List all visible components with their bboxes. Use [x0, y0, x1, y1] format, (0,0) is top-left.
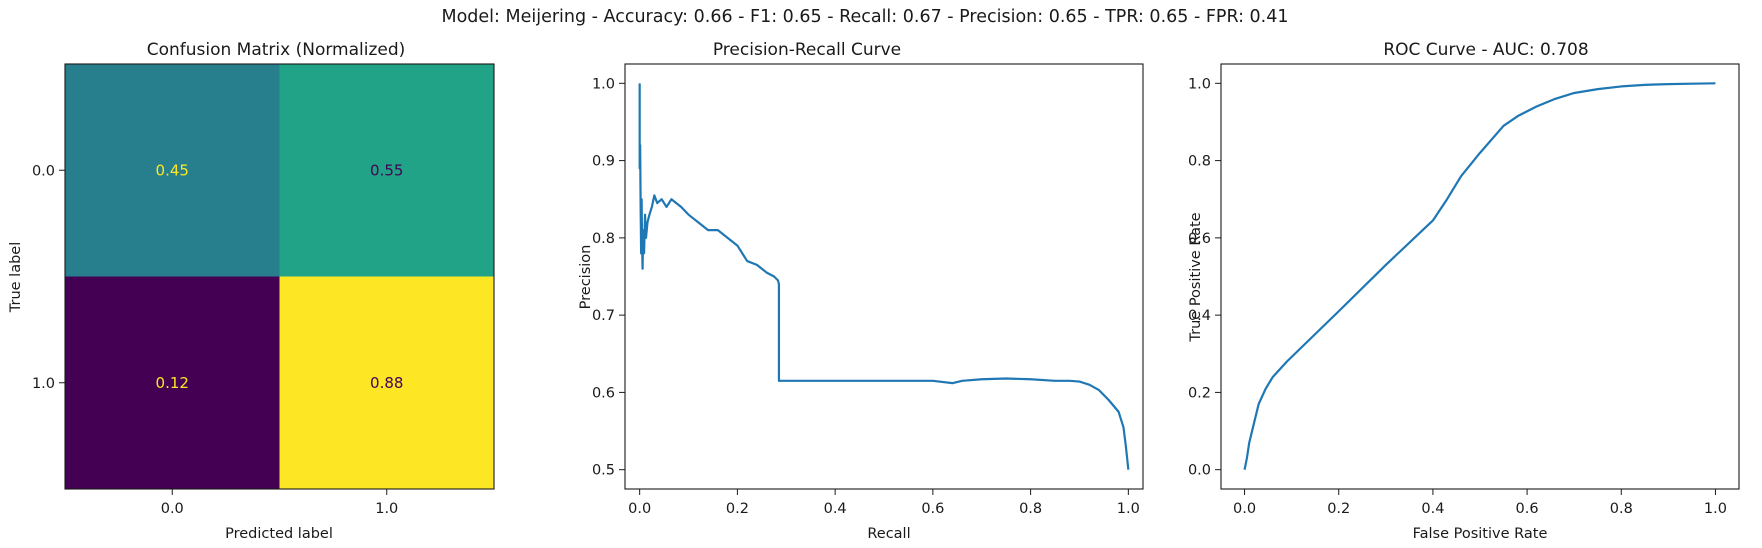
roc-xtick-label-4: 0.8 [1610, 501, 1633, 517]
figure-suptitle: Model: Meijering - Accuracy: 0.66 - F1: … [441, 7, 1288, 27]
precision-recall-panel: Precision-Recall Curve 0.0 0.2 0.4 0.6 0.8 1.… [578, 40, 1144, 542]
cm-cell-label-1-0: 0.12 [156, 374, 189, 392]
roc-panel: ROC Curve - AUC: 0.708 0.0 0.2 0.4 0.6 0.8 1.… [1188, 40, 1740, 542]
cm-xtick-label-1: 1.0 [375, 501, 398, 517]
cm-ytick-label-0: 0.0 [32, 163, 55, 179]
roc-xtick-label-5: 1.0 [1704, 501, 1727, 517]
precision-recall-series-line [638, 83, 1130, 470]
confusion-matrix-xlabel: Predicted label [225, 526, 333, 542]
pr-xtick-label-1: 0.2 [726, 501, 749, 517]
pr-ytick-label-0: 0.5 [592, 463, 615, 479]
roc-xtick-label-0: 0.0 [1233, 501, 1256, 517]
cm-cell-0-0 [65, 64, 280, 277]
cm-xtick-label-0: 0.0 [161, 501, 184, 517]
pr-ytick-label-2: 0.7 [592, 308, 615, 324]
roc-ytick-label-3: 0.6 [1188, 231, 1211, 247]
cm-cell-1-0 [65, 276, 280, 489]
precision-recall-ylabel: Precision [578, 245, 594, 310]
roc-xtick-label-3: 0.6 [1516, 501, 1539, 517]
pr-ytick-label-5: 1.0 [592, 76, 615, 92]
confusion-matrix-ylabel: True label [8, 242, 24, 313]
roc-ytick-label-5: 1.0 [1188, 76, 1211, 92]
precision-recall-title: Precision-Recall Curve [713, 40, 901, 60]
roc-frame [1220, 63, 1740, 490]
roc-xlabel: False Positive Rate [1413, 526, 1548, 542]
pr-ytick-label-3: 0.8 [592, 231, 615, 247]
roc-series-line [1243, 82, 1716, 470]
cm-cell-label-0-0: 0.45 [156, 161, 189, 179]
cm-cell-1-1 [279, 276, 494, 489]
roc-ylabel: True Positive Rate [1188, 212, 1204, 342]
pr-ytick-label-4: 0.9 [592, 154, 615, 170]
cm-cell-0-1 [279, 64, 494, 277]
precision-recall-xlabel: Recall [867, 526, 910, 542]
confusion-matrix-frame [64, 63, 495, 490]
pr-xtick-label-2: 0.4 [824, 501, 847, 517]
cm-ytick-label-1: 1.0 [32, 376, 55, 392]
pr-xtick-label-5: 1.0 [1117, 501, 1140, 517]
roc-ytick-label-1: 0.2 [1188, 385, 1211, 401]
precision-recall-frame [624, 63, 1144, 490]
cm-cell-label-1-1: 0.88 [370, 374, 403, 392]
roc-xtick-label-2: 0.4 [1421, 501, 1444, 517]
confusion-matrix-panel: Confusion Matrix (Normalized) 0.45 0.55 0.… [8, 40, 495, 542]
roc-ytick-label-2: 0.4 [1188, 308, 1211, 324]
roc-xtick-label-1: 0.2 [1327, 501, 1350, 517]
roc-title: ROC Curve - AUC: 0.708 [1383, 40, 1588, 60]
cm-cell-label-0-1: 0.55 [370, 161, 403, 179]
roc-ytick-label-4: 0.8 [1188, 154, 1211, 170]
pr-ytick-label-1: 0.6 [592, 385, 615, 401]
roc-ytick-label-0: 0.0 [1188, 463, 1211, 479]
pr-xtick-label-4: 0.8 [1019, 501, 1042, 517]
pr-xtick-label-3: 0.6 [921, 501, 944, 517]
confusion-matrix-title: Confusion Matrix (Normalized) [147, 40, 406, 60]
pr-xtick-label-0: 0.0 [628, 501, 651, 517]
